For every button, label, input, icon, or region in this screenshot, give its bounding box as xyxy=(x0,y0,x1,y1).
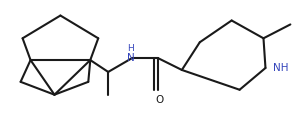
Text: O: O xyxy=(155,95,164,105)
Text: N: N xyxy=(127,53,135,63)
Text: H: H xyxy=(127,44,134,53)
Text: NH: NH xyxy=(273,63,288,73)
